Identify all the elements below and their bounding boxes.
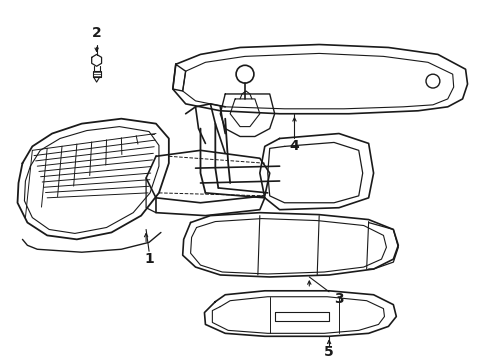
Text: 4: 4	[290, 139, 299, 153]
Text: 1: 1	[144, 252, 154, 266]
Text: 5: 5	[324, 345, 334, 359]
Text: 3: 3	[334, 292, 344, 306]
Text: 2: 2	[92, 26, 101, 40]
